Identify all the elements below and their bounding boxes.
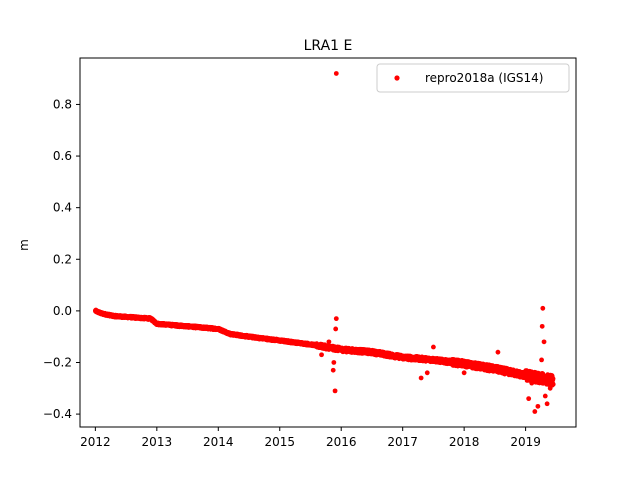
y-tick-label: 0.4 (53, 201, 72, 215)
y-axis-label: m (17, 239, 31, 251)
plot-points (92, 71, 556, 414)
x-tick-label: 2015 (264, 435, 295, 449)
axes: 2012 2013 2014 2015 2016 2017 2018 2019 −0.4 −0.2… (43, 57, 577, 449)
legend-box (376, 63, 570, 93)
legend-label: repro2018a (IGS14) (425, 71, 543, 85)
data-point (495, 349, 501, 355)
data-point (326, 339, 332, 345)
x-tick-label: 2017 (387, 435, 418, 449)
data-point (539, 357, 544, 363)
data-point (540, 305, 546, 311)
data-point (431, 344, 436, 350)
x-tick-label: 2019 (510, 435, 541, 449)
data-point (529, 380, 535, 386)
data-point (535, 403, 541, 409)
data-point (544, 401, 550, 407)
x-tick-label: 2018 (449, 435, 480, 449)
data-point (330, 367, 336, 373)
data-point (550, 381, 556, 387)
data-point (486, 365, 492, 371)
data-point (526, 396, 532, 402)
y-tick-label: 0.8 (53, 97, 72, 111)
chart-title: LRA1 E (304, 38, 353, 54)
plot-frame (79, 57, 577, 428)
data-point (541, 339, 547, 345)
data-point (542, 393, 548, 399)
x-tick-label: 2012 (80, 435, 111, 449)
data-point (539, 323, 545, 329)
data-point (424, 370, 430, 376)
legend: repro2018a (IGS14) (376, 63, 570, 93)
data-point (332, 388, 338, 394)
y-tick-label: 0.2 (53, 252, 72, 266)
data-point (333, 326, 339, 332)
y-tick-label: −0.4 (43, 407, 72, 421)
data-point (550, 376, 556, 382)
y-tick-label: 0.0 (53, 304, 72, 318)
y-tick-label: −0.2 (43, 355, 72, 369)
data-point (547, 385, 553, 391)
data-point (333, 316, 339, 322)
data-point (418, 375, 424, 381)
x-tick-label: 2016 (326, 435, 357, 449)
x-tick-label: 2013 (142, 435, 173, 449)
data-point (461, 370, 467, 376)
x-tick-label: 2014 (203, 435, 234, 449)
data-point (331, 360, 337, 365)
data-point (319, 352, 324, 358)
data-point (532, 409, 538, 414)
data-point (333, 71, 339, 76)
y-tick-label: 0.6 (53, 149, 72, 163)
legend-marker (394, 75, 400, 81)
